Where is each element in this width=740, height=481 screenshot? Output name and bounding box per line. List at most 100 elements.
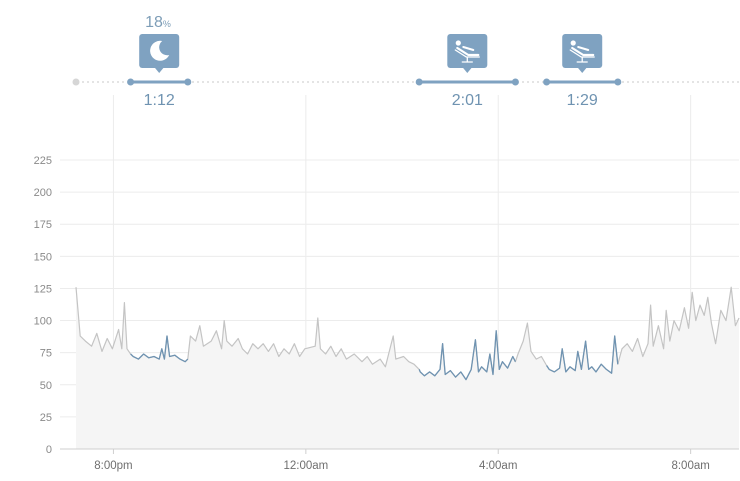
data-point <box>353 353 356 356</box>
data-point <box>384 365 387 368</box>
data-point <box>419 370 422 373</box>
y-tick-label: 100 <box>34 316 52 328</box>
data-point <box>730 286 733 289</box>
data-point <box>329 345 332 348</box>
session-badge <box>447 34 488 68</box>
data-point <box>480 365 483 368</box>
data-point <box>186 358 189 361</box>
data-point <box>168 355 171 358</box>
data-point <box>665 309 668 312</box>
data-point <box>210 340 213 343</box>
data-point <box>511 355 514 358</box>
data-point <box>576 350 579 353</box>
data-point <box>371 363 374 366</box>
data-point <box>517 353 520 356</box>
data-point <box>734 324 737 327</box>
data-point <box>530 350 533 353</box>
heart-rate-area <box>76 287 739 449</box>
y-tick-label: 0 <box>46 444 52 456</box>
x-axis: 8:00pm 12:00am 4:00am 8:00am <box>94 449 710 472</box>
session-start-dot <box>543 78 551 86</box>
seat-shape <box>454 49 480 63</box>
session-badge <box>562 34 603 68</box>
data-point <box>540 355 543 358</box>
data-point <box>231 345 234 348</box>
data-point <box>120 347 123 350</box>
data-point <box>526 322 529 325</box>
data-point <box>160 347 163 350</box>
body-shape <box>456 46 480 57</box>
data-point <box>506 367 509 370</box>
data-point <box>117 328 120 331</box>
data-point <box>251 342 254 345</box>
heart-rate-line-sleep <box>130 335 189 363</box>
data-point <box>293 342 296 345</box>
data-point <box>600 363 603 366</box>
data-point <box>366 355 369 358</box>
data-point <box>514 360 517 363</box>
session-end-dot <box>614 78 622 86</box>
data-point <box>710 322 713 325</box>
data-point <box>477 370 480 373</box>
data-point <box>158 358 161 361</box>
data-point <box>272 342 275 345</box>
body-shape <box>571 46 595 57</box>
sleep-percent-label: 18% <box>145 14 171 31</box>
data-point <box>126 347 129 350</box>
data-point <box>564 370 567 373</box>
data-point <box>649 304 652 307</box>
sleep-session: 2:01 <box>415 34 519 109</box>
data-point <box>535 358 538 361</box>
data-point <box>314 345 317 348</box>
data-point <box>492 373 495 376</box>
sleep-sessions: 1:12 2:01 1:29 <box>127 34 622 109</box>
heart-rate-line-sleep <box>546 335 619 374</box>
sleep-session: 1:29 <box>543 34 622 109</box>
reclining-seat-icon <box>569 40 595 63</box>
data-point <box>267 350 270 353</box>
data-point <box>548 368 551 371</box>
session-duration: 2:01 <box>452 92 483 109</box>
data-point <box>485 370 488 373</box>
data-point <box>495 329 498 332</box>
data-point <box>111 347 114 350</box>
arm-shape <box>577 46 590 51</box>
data-point <box>132 355 135 358</box>
data-point <box>662 347 665 350</box>
data-point <box>569 365 572 368</box>
session-badge-pointer <box>154 67 165 73</box>
data-point <box>288 353 291 356</box>
x-tick-label: 8:00pm <box>94 460 132 472</box>
data-point <box>319 347 322 350</box>
data-point <box>220 347 223 350</box>
data-point <box>95 332 98 335</box>
y-tick-label: 200 <box>34 187 52 199</box>
timeline-start-dot <box>72 78 80 86</box>
data-point <box>441 342 444 345</box>
arm-shape <box>462 46 475 51</box>
x-tick-label: 8:00am <box>671 460 709 472</box>
data-point <box>454 376 457 379</box>
data-point <box>283 347 286 350</box>
data-point <box>215 329 218 332</box>
data-point <box>584 340 587 343</box>
data-point <box>449 369 452 372</box>
data-point <box>277 355 280 358</box>
data-point <box>694 319 697 322</box>
y-tick-label: 150 <box>34 251 52 263</box>
data-point <box>129 353 132 356</box>
data-point <box>137 358 140 361</box>
x-tick-label: 4:00am <box>479 460 517 472</box>
session-start-dot <box>127 78 135 86</box>
data-point <box>553 370 556 373</box>
data-point <box>402 355 405 358</box>
data-point <box>641 355 644 358</box>
data-point <box>433 374 436 377</box>
plot-area: 0 25 50 75 100 125 150 175 200 225 8:00pm 12:00am 4:… <box>34 95 740 472</box>
data-point <box>428 370 431 373</box>
y-tick-label: 25 <box>40 412 52 424</box>
data-point <box>163 358 166 361</box>
data-point <box>636 337 639 340</box>
data-point <box>189 335 192 338</box>
